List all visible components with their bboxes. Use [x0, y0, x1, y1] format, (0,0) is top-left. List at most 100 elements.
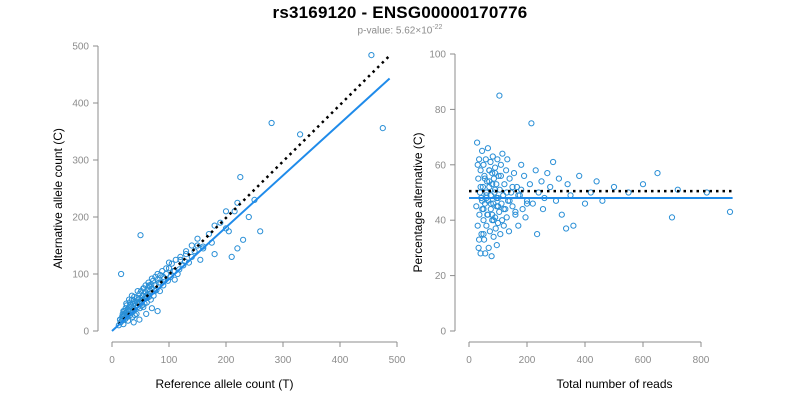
left-data-point: [297, 131, 304, 138]
right-data-point: [499, 217, 506, 224]
right-data-point: [497, 172, 504, 179]
right-data-point: [539, 206, 547, 213]
right-data-point: [490, 175, 497, 182]
right-data-point: [477, 183, 484, 191]
right-data-point: [550, 158, 557, 166]
left-data-point: [180, 262, 187, 269]
right-data-point: [492, 225, 499, 232]
right-data-point: [475, 244, 482, 251]
left-data-point: [240, 236, 247, 243]
right-data-point: [500, 206, 507, 213]
left-y-tick-label: 100: [72, 270, 89, 281]
left-data-point: [154, 270, 161, 278]
left-data-point: [172, 256, 179, 263]
left-data-point: [130, 319, 137, 326]
left-data-point: [136, 316, 143, 323]
right-data-point: [538, 178, 545, 185]
right-data-point: [494, 156, 501, 163]
left-data-point: [148, 275, 155, 282]
right-data-point: [564, 181, 571, 188]
left-fit-line: [111, 77, 391, 332]
left-y-tick-label: 200: [72, 213, 89, 224]
left-data-point: [211, 222, 218, 229]
right-data-point: [484, 145, 491, 152]
right-data-point: [476, 211, 483, 218]
left-data-point: [137, 294, 144, 301]
right-data-point: [555, 175, 563, 182]
right-data-point: [486, 228, 493, 235]
right-data-point: [500, 222, 507, 229]
right-data-point: [570, 222, 577, 229]
left-data-point: [197, 256, 204, 263]
right-data-point: [534, 231, 541, 238]
right-data-point: [484, 211, 491, 218]
left-data-point: [205, 231, 212, 238]
right-data-point: [476, 156, 483, 163]
left-x-tick-label: 300: [275, 355, 292, 366]
right-data-point: [494, 219, 502, 227]
right-data-point: [512, 208, 519, 215]
right-data-point: [493, 181, 500, 188]
right-data-point: [482, 250, 489, 257]
left-x-tick-label: 200: [218, 355, 235, 366]
right-data-point: [492, 170, 499, 177]
right-data-point: [519, 206, 526, 213]
right-data-point: [497, 231, 504, 238]
left-data-point: [146, 282, 153, 289]
left-data-point: [165, 259, 173, 266]
right-data-point: [481, 175, 488, 182]
right-data-point: [476, 236, 483, 243]
right-y-tick-label: 20: [435, 271, 447, 282]
left-x-tick-label: 100: [161, 355, 178, 366]
right-data-point: [506, 175, 513, 182]
left-data-point: [211, 251, 218, 258]
left-data-point: [148, 305, 155, 312]
right-data-point: [480, 217, 487, 224]
left-data-point: [140, 285, 147, 292]
right-data-point: [478, 231, 485, 238]
right-data-point: [494, 203, 502, 210]
right-data-point: [522, 214, 529, 221]
right-data-point: [503, 189, 510, 196]
right-data-point: [558, 211, 565, 218]
left-data-point: [225, 228, 232, 235]
right-y-axis-title: Percentage alternative (C): [411, 132, 425, 272]
right-data-point: [491, 189, 498, 196]
right-data-point: [479, 147, 486, 154]
left-data-point: [368, 52, 375, 59]
right-data-point: [486, 167, 493, 174]
left-data-point: [222, 208, 230, 215]
left-data-point: [137, 232, 144, 239]
right-data-point: [496, 186, 503, 193]
right-data-point: [544, 170, 551, 177]
left-x-tick-label: 0: [109, 355, 115, 366]
right-data-point: [487, 200, 494, 207]
right-data-point: [487, 206, 494, 213]
left-data-point: [191, 248, 198, 255]
right-data-point: [513, 183, 521, 191]
left-data-point: [234, 245, 241, 252]
left-x-tick-label: 400: [332, 355, 349, 366]
right-x-tick-label: 0: [466, 355, 472, 366]
left-data-point: [188, 242, 195, 249]
right-data-point: [515, 222, 522, 229]
left-data-point: [168, 260, 175, 267]
right-data-point: [504, 156, 511, 163]
right-data-point: [726, 208, 734, 215]
left-data-point: [159, 268, 166, 275]
right-data-point: [535, 189, 542, 196]
left-data-point: [200, 245, 207, 252]
left-data-point: [183, 248, 190, 255]
left-data-point: [133, 310, 140, 317]
right-data-point: [509, 183, 516, 191]
right-data-point: [492, 164, 499, 171]
right-data-point: [480, 161, 487, 168]
right-data-point: [497, 161, 504, 168]
right-data-point: [475, 175, 482, 182]
right-y-tick-label: 60: [435, 160, 447, 171]
right-data-point: [521, 172, 528, 179]
right-data-point: [485, 244, 492, 251]
right-data-point: [610, 183, 618, 191]
left-reference-line: [117, 54, 391, 326]
